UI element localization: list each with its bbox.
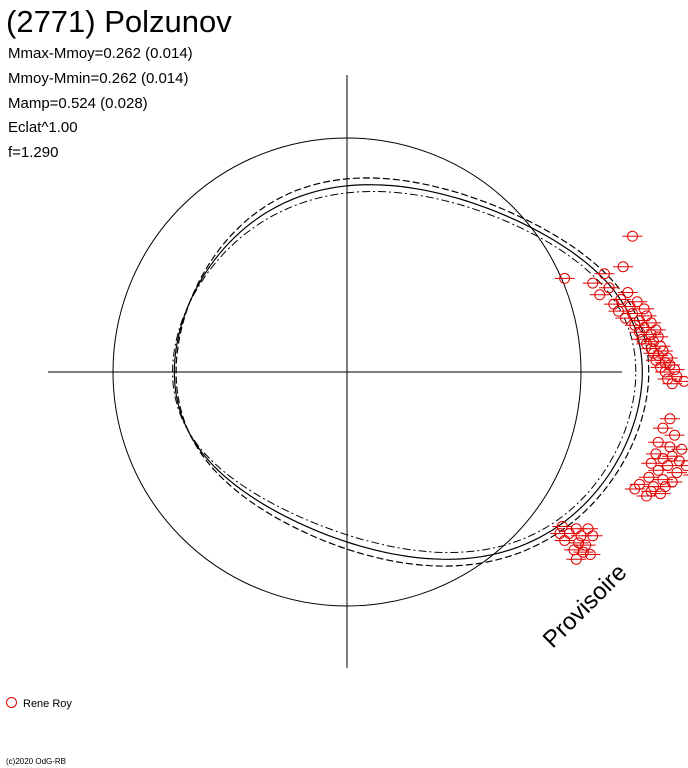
data-point [664, 413, 676, 425]
data-point [617, 261, 629, 273]
data-point [645, 457, 657, 469]
model-curve-dashdot [171, 191, 637, 553]
data-point [598, 268, 610, 280]
data-point [652, 436, 664, 448]
data-point [622, 286, 634, 298]
data-point [554, 527, 566, 539]
data-point [641, 490, 653, 502]
data-point [680, 460, 688, 472]
data-point [659, 366, 671, 378]
data-point [669, 429, 681, 441]
data-point [570, 553, 582, 565]
model-curve-solid [173, 184, 643, 560]
legend: Rene Roy [6, 697, 72, 711]
data-point [580, 539, 592, 551]
model-curve-dashed [175, 177, 650, 567]
data-point [624, 300, 636, 312]
copyright-note: (c)2020 OdG-RB [6, 757, 67, 766]
stat-mmax-mmoy: Mmax-Mmoy=0.262 (0.014) [8, 45, 193, 62]
data-point [629, 483, 641, 495]
data-point [626, 230, 638, 242]
data-point [678, 375, 688, 387]
data-point [676, 443, 688, 455]
data-point [619, 312, 631, 324]
legend-label: Rene Roy [23, 698, 72, 710]
data-point [603, 282, 615, 294]
data-point [671, 467, 683, 479]
chart-title: (2771) Polzunov [6, 4, 232, 39]
data-point [556, 520, 568, 532]
data-point [587, 530, 599, 542]
data-point [559, 272, 571, 284]
data-point [577, 546, 589, 558]
data-point [657, 422, 669, 434]
data-point [584, 549, 596, 561]
stat-eclat: Eclat^1.00 [8, 119, 78, 136]
data-point [587, 277, 599, 289]
data-point [652, 464, 664, 476]
data-point [655, 488, 667, 500]
data-point [634, 326, 645, 338]
stat-frequency: f=1.290 [8, 144, 59, 161]
data-point [643, 471, 655, 483]
data-point [666, 378, 678, 390]
data-point [612, 305, 624, 317]
legend-marker-circle-icon [6, 697, 17, 708]
data-point [594, 289, 606, 301]
data-point [638, 303, 650, 315]
reference-circle [112, 137, 582, 607]
stat-mmoy-mmin: Mmoy-Mmin=0.262 (0.014) [8, 70, 189, 87]
stat-mamp: Mamp=0.524 (0.028) [8, 95, 148, 112]
